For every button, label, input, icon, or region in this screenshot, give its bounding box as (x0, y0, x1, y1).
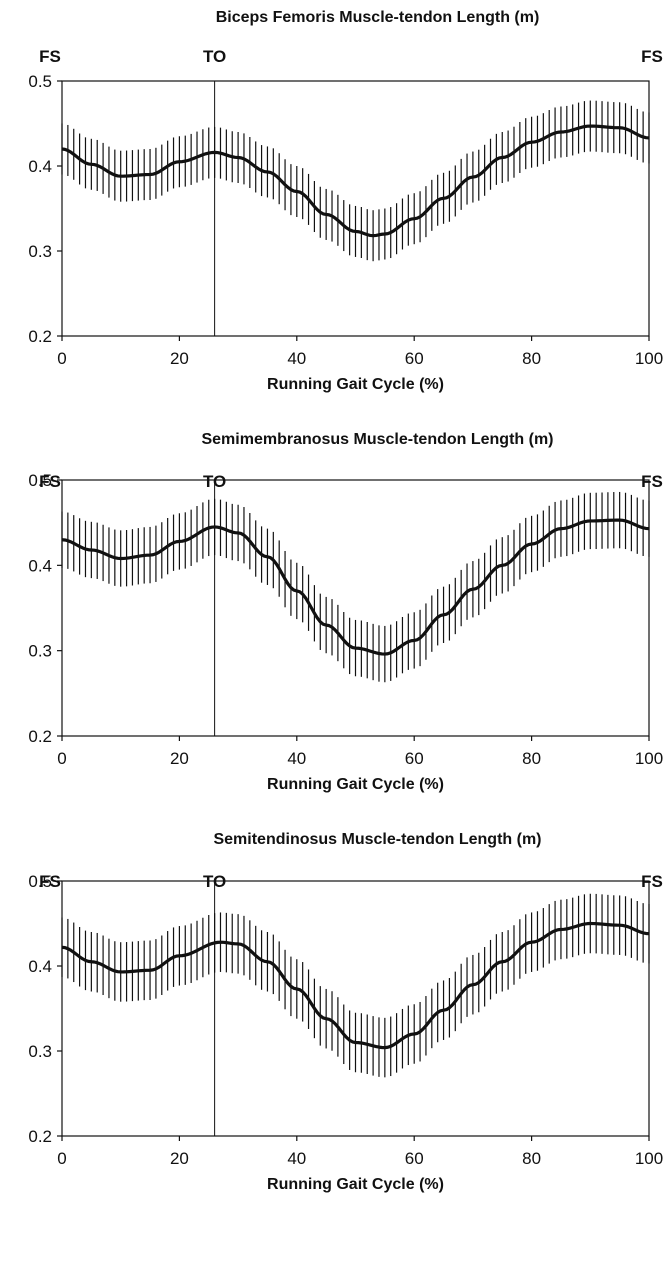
y-tick-label: 0.3 (28, 642, 52, 661)
x-tick-label: 20 (170, 1149, 189, 1168)
mean-length-line (61, 921, 650, 1050)
x-axis-label: Running Gait Cycle (%) (267, 776, 444, 793)
phase-marker-fs: FS (39, 872, 61, 891)
x-tick-label: 0 (57, 1149, 66, 1168)
y-tick-label: 0.2 (28, 727, 52, 746)
x-tick-label: 20 (170, 349, 189, 368)
x-tick-label: 40 (287, 749, 306, 768)
x-tick-label: 20 (170, 749, 189, 768)
y-tick-label: 0.4 (28, 957, 52, 976)
x-tick-label: 0 (57, 749, 66, 768)
mean-length-line (61, 124, 650, 238)
y-tick-label: 0.4 (28, 556, 52, 575)
y-tick-label: 0.5 (28, 471, 52, 490)
plot-area-frame (61, 80, 650, 337)
x-tick-label: 80 (522, 1149, 541, 1168)
plot-area-frame (61, 880, 650, 1137)
x-tick-label: 100 (635, 1149, 663, 1168)
phase-marker-fs: FS (641, 872, 663, 891)
x-tick-label: 80 (522, 349, 541, 368)
chart-title: Biceps Femoris Muscle-tendon Length (m) (216, 9, 540, 26)
y-tick-label: 0.3 (28, 1042, 52, 1061)
x-tick-label: 100 (635, 749, 663, 768)
phase-marker-fs: FS (641, 472, 663, 491)
mean-length-line (61, 518, 650, 656)
x-tick-label: 40 (287, 349, 306, 368)
y-tick-label: 0.4 (28, 157, 52, 176)
phase-marker-fs: FS (39, 47, 61, 66)
y-tick-label: 0.2 (28, 1127, 52, 1146)
x-tick-label: 60 (405, 1149, 424, 1168)
chart-title: Semimembranosus Muscle-tendon Length (m) (201, 431, 553, 448)
y-tick-label: 0.5 (28, 872, 52, 891)
phase-marker-to: TO (203, 47, 226, 66)
x-tick-label: 80 (522, 749, 541, 768)
chart-title: Semitendinosus Muscle-tendon Length (m) (213, 831, 541, 848)
y-tick-label: 0.3 (28, 242, 52, 261)
x-axis-label: Running Gait Cycle (%) (267, 376, 444, 393)
plot-area-frame (61, 479, 650, 737)
x-tick-label: 40 (287, 1149, 306, 1168)
error-bars (61, 491, 650, 683)
chart-panel-1: Biceps Femoris Muscle-tendon Length (m) F… (28, 9, 663, 393)
x-tick-label: 60 (405, 749, 424, 768)
x-tick-label: 100 (635, 349, 663, 368)
error-bars (61, 100, 650, 262)
y-tick-label: 0.2 (28, 327, 52, 346)
x-tick-label: 0 (57, 349, 66, 368)
chart-panel-2: Semimembranosus Muscle-tendon Length (m)… (28, 431, 663, 793)
x-axis-label: Running Gait Cycle (%) (267, 1176, 444, 1193)
chart-panel-3: Semitendinosus Muscle-tendon Length (m) F… (28, 831, 663, 1193)
phase-marker-fs: FS (39, 472, 61, 491)
y-tick-label: 0.5 (28, 72, 52, 91)
x-tick-label: 60 (405, 349, 424, 368)
error-bars (61, 893, 650, 1078)
phase-marker-fs: FS (641, 47, 663, 66)
